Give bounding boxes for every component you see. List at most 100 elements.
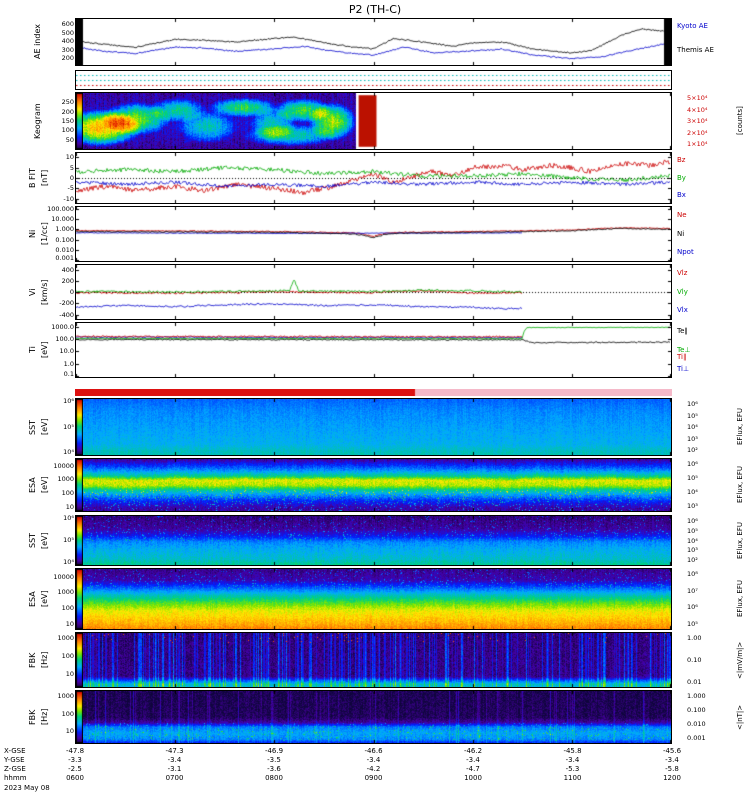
bottom-row-y-gse-value: -3.4 bbox=[565, 756, 580, 764]
esae-ytick-label: 100 bbox=[61, 604, 74, 613]
esae-ytick-label: 10000 bbox=[53, 572, 74, 581]
bottom-row-y-gse-value: -3.4 bbox=[466, 756, 480, 764]
ssti-colorbar bbox=[76, 399, 83, 455]
panel-bar bbox=[75, 389, 672, 396]
bottom-row-time-value: 0800 bbox=[265, 774, 283, 782]
vi-trace-label-2: Vlx bbox=[677, 306, 688, 315]
keo-ytick-label: 200 bbox=[61, 107, 74, 116]
ti-ytick-label: 1.0 bbox=[63, 359, 74, 368]
bottom-row-x-gse-value: -45.6 bbox=[662, 747, 682, 755]
sste-plot-canvas bbox=[76, 516, 671, 565]
ni-trace-label-1: Ni bbox=[677, 230, 685, 238]
b-ytick-label: 0 bbox=[69, 174, 74, 182]
esai-colorbar bbox=[76, 459, 83, 511]
panel-vi: Vi [km/s] 400 200 0 -200 -400 Vlz Vly Vlx bbox=[28, 264, 688, 320]
ni-ytick-label: 1.000 bbox=[55, 225, 74, 234]
bottom-row-time-value: 0900 bbox=[364, 774, 383, 782]
bottom-row-z-gse-value: -3.6 bbox=[267, 765, 281, 773]
bottom-row-y-gse-value: -3.5 bbox=[267, 756, 281, 764]
bottom-row-z-gse-value: -4.2 bbox=[366, 765, 381, 773]
sste-ytick-label: 10⁶ bbox=[63, 514, 74, 522]
ni-trace-label-0: Ne bbox=[677, 210, 687, 219]
fbkb-colorbar-tick: 0.001 bbox=[687, 734, 706, 742]
keo-ytick-label: 100 bbox=[61, 126, 74, 135]
bottom-row-z-gse-value: -4.7 bbox=[466, 765, 480, 773]
bottom-row-x-gse-value: -47.8 bbox=[65, 747, 85, 755]
esai-colorbar-tick: 10⁵ bbox=[687, 474, 698, 482]
panel-sste: SST [eV] 10⁶ 10⁵ 10⁴ 10⁶ 10⁵ 10⁴ 10³ 10² EFlux, EF… bbox=[28, 515, 744, 566]
ssti-colorbar-tick: 10³ bbox=[687, 434, 698, 443]
sste-colorbar-tick: 10² bbox=[687, 556, 698, 564]
flags-plot-canvas bbox=[76, 71, 671, 89]
esai-colorbar-tick: 10³ bbox=[687, 502, 698, 510]
panel-keo: Keogram 250 200 150 100 50 5×10⁴ 4×10⁴ 3×10⁴ 2×10… bbox=[33, 92, 744, 150]
ni-ytick-label: 0.100 bbox=[55, 235, 74, 244]
esae-colorbar-tick: 10⁵ bbox=[687, 620, 698, 628]
ti-trace-label-0: Te∥ bbox=[677, 326, 688, 335]
vi-ytick-label: 0 bbox=[69, 288, 74, 296]
fbkb-ytick-label: 1000 bbox=[57, 692, 74, 701]
esae-ytick-label: 10 bbox=[65, 620, 74, 629]
esae-colorbar bbox=[76, 569, 83, 629]
ssti-colorbar-tick: 10⁴ bbox=[687, 423, 698, 431]
keo-colorbar-tick: 5×10⁴ bbox=[687, 94, 708, 102]
panel-b: B FIT [nT] 10 5 0 -5 -10 Bz By Bx bbox=[28, 152, 686, 204]
bottom-row-z-gse-value: -3.1 bbox=[167, 765, 182, 773]
ae-trace-label-1: Themis AE bbox=[677, 46, 714, 55]
ni-ytick-label: 10.000 bbox=[51, 215, 74, 224]
bottom-row-time-value: 1200 bbox=[663, 774, 681, 782]
ti-ytick-label: 0.1 bbox=[63, 370, 74, 378]
sste-colorbar-tick: 10³ bbox=[687, 546, 698, 555]
esai-ytick-label: 100 bbox=[61, 489, 74, 498]
ssti-colorbar-tick: 10⁶ bbox=[687, 400, 698, 408]
fbkb-ytick-label: 100 bbox=[61, 709, 74, 718]
sste-colorbar-tick: 10⁶ bbox=[687, 517, 698, 525]
fbke-ytick-label: 10 bbox=[65, 670, 74, 679]
fbkb-colorbar-tick: 0.010 bbox=[687, 720, 706, 728]
panel-ssti: SST [eV] 10⁶ 10⁵ 10⁴ 10⁶ 10⁵ 10⁴ 10³ 10² EFlux, EF… bbox=[28, 398, 744, 456]
fbke-ytick-label: 100 bbox=[61, 652, 74, 661]
esai-ytick-label: 10 bbox=[65, 502, 74, 511]
ti-ytick-label: 1000.0 bbox=[51, 322, 74, 331]
vi-trace-label-1: Vly bbox=[677, 288, 688, 296]
bottom-row-y-gse-label: Y-GSE bbox=[4, 756, 25, 764]
ae-trace-label-0: Kyoto AE bbox=[677, 22, 708, 31]
vi-trace-label-0: Vlz bbox=[677, 268, 688, 277]
ae-ytick-label: 400 bbox=[61, 37, 74, 46]
bottom-row-x-gse-value: -45.8 bbox=[563, 747, 582, 755]
panel-esae: ESA [eV] 10000 1000 100 10 10⁸ 10⁷ 10⁶ 10⁵ EFlux, … bbox=[28, 568, 744, 630]
fbke-ytick-label: 1000 bbox=[57, 634, 74, 643]
panel-ae: AE index 600 500 400 300 200 Kyoto AE Themis AE bbox=[33, 18, 714, 66]
fbke-colorbar-tick: 0.01 bbox=[687, 678, 702, 686]
keo-plot-canvas bbox=[76, 93, 671, 149]
esae-colorbar-tick: 10⁸ bbox=[687, 570, 698, 578]
bottom-row-y-gse-value: -3.3 bbox=[68, 756, 82, 764]
ti-trace-label-1: Te⊥ bbox=[677, 346, 691, 354]
b-plot-canvas bbox=[76, 153, 671, 203]
b-ytick-label: 10 bbox=[65, 153, 74, 162]
keo-colorbar-tick: 1×10⁴ bbox=[687, 140, 708, 148]
esai-colorbar-tick: 10⁴ bbox=[687, 488, 698, 496]
vi-ytick-label: -400 bbox=[59, 310, 74, 319]
keo-ytick-label: 150 bbox=[61, 117, 74, 125]
vi-ytick-label: 400 bbox=[61, 265, 74, 274]
bottom-row-y-gse-value: -3.4 bbox=[665, 756, 679, 764]
bottom-row-x-gse-value: -46.2 bbox=[463, 747, 483, 755]
bar-plot-canvas bbox=[75, 389, 672, 396]
bottom-row-z-gse-value: -2.5 bbox=[68, 765, 82, 773]
bottom-row-z-gse-value: -5.3 bbox=[565, 765, 580, 773]
ssti-ytick-label: 10⁶ bbox=[63, 397, 74, 406]
ae-ytick-label: 300 bbox=[61, 45, 74, 54]
sste-colorbar-tick: 10⁴ bbox=[687, 536, 698, 545]
ni-ytick-label: 0.001 bbox=[55, 254, 74, 262]
plot-title: P2 (TH-C) bbox=[348, 3, 402, 16]
ti-trace-label-3: Ti⊥ bbox=[677, 365, 690, 374]
esae-colorbar-tick: 10⁶ bbox=[687, 603, 698, 612]
keo-ytick-label: 50 bbox=[65, 135, 74, 144]
sste-colorbar-tick: 10⁵ bbox=[687, 526, 698, 535]
esai-ytick-label: 10000 bbox=[53, 461, 74, 470]
bottom-row-z-gse-value: -5.8 bbox=[665, 765, 679, 773]
ti-ytick-label: 100.0 bbox=[55, 334, 74, 343]
bottom-row-time-value: 0600 bbox=[66, 774, 84, 782]
